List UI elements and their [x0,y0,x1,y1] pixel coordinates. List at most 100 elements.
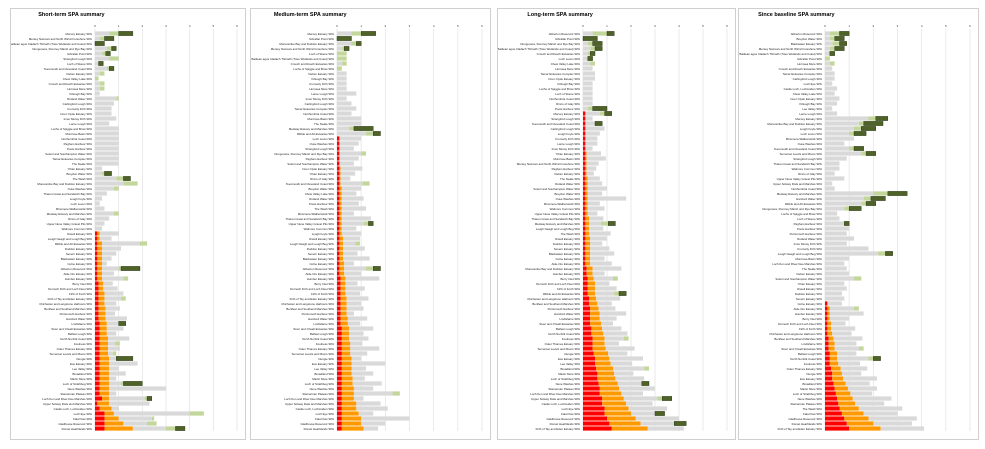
bar-segment-dark-green [673,421,687,426]
bar-segment-grey [95,121,110,126]
bar-segment-light-green [392,391,400,396]
bar-segment-orange [99,366,110,371]
row-label: Nene Washes SPA [310,387,334,391]
row-label: Severn Estuary SPA [66,252,92,256]
row-label: Loch Eye SPA [316,412,334,416]
row-label: Lough Neagh and Lough Beg SPA [48,237,92,241]
bar-segment-light-green [351,31,362,36]
bar-segment-dark-green [356,41,362,46]
bar-segment-grey [109,381,122,386]
bar-segment-light-green [590,61,595,66]
bar-segment-grey [586,166,597,171]
bar-segment-grey [103,286,118,291]
bar-segment-red [583,351,594,356]
bar-segment-grey [337,76,347,81]
bar-segment-grey [834,341,857,346]
bar-segment-grey [825,146,850,151]
row-label: Loch Leven SPA [71,202,92,206]
bar-segment-light-green [829,46,835,51]
bar-segment-red [583,116,586,121]
bar-segment-red [583,311,591,316]
bar-segment-light-green [349,126,354,131]
bar-segment-orange [596,366,613,371]
row-label: Deben Estuary SPA [67,72,93,76]
bar-segment-grey [825,271,850,276]
bar-segment-red [337,336,342,341]
bar-segment-grey [339,161,354,166]
row-label: Tamar Estuaries Complex SPA [295,107,335,111]
bar-segment-orange [827,326,832,331]
bar-segment-grey [825,111,838,116]
bar-segment-light-green [614,291,619,296]
bar-segment-grey [343,241,356,246]
bar-segment-dark-green [592,106,608,111]
bar-segment-red [337,136,340,141]
bar-segment-red [825,366,832,371]
bar-segment-grey [102,276,124,281]
row-label: Upper Nene Valley Gravel Pits SPA [777,177,822,181]
bar-segment-grey [825,231,847,236]
bar-segment-grey [103,281,113,286]
bar-segment-red [95,281,99,286]
bar-segment-orange [341,336,350,341]
bar-segment-grey [586,151,601,156]
row-label: Lough Neagh and Lough Beg SPA [536,227,580,231]
bar-segment-red [583,371,598,376]
x-tick-label: 3 [654,24,656,28]
row-label: Loch Leven SPA [801,132,822,136]
bar-segment-orange [341,401,357,406]
bar-segment-red [337,151,340,156]
row-label: Inner Moray Firth SPA [794,242,822,246]
row-label: Pagham Harbour SPA [552,167,580,171]
bar-segment-orange [828,341,835,346]
bar-segment-red [583,196,586,201]
bar-segment-red [583,391,600,396]
bar-segment-red [337,216,340,221]
bar-segment-orange [341,326,350,331]
row-label: Cromarty Firth SPA [555,137,580,141]
row-label: The Swale SPA [802,267,822,271]
bar-segment-orange [841,411,864,416]
bar-segment-dark-green [594,46,603,51]
row-label: Rinns of Islay SPA [556,102,580,106]
row-label: Loch of Skene SPA [309,52,334,56]
bar-segment-grey [95,71,100,76]
bar-segment-grey [361,421,386,426]
bar-segment-orange [339,256,344,261]
bar-segment-orange [99,376,110,381]
x-tick-label: 2 [141,24,143,28]
bar-segment-grey [349,326,374,331]
bar-segment-orange [98,306,106,311]
bar-segment-orange [341,361,352,366]
row-label: Somerset Levels and Moors SPA [50,352,92,356]
bar-segment-grey [343,246,365,251]
row-label: Belfast Lough SPA [68,332,92,336]
bar-segment-grey [339,151,362,156]
row-label: Inner Clyde Estuary SPA [60,112,92,116]
bar-segment-orange [98,311,106,316]
bar-segment-grey [95,116,117,121]
row-label: Ribble and Alt Estuaries SPA [55,242,92,246]
bar-segment-grey [628,406,667,411]
bar-segment-grey [601,321,613,326]
row-label: Ouse Washes SPA [68,187,92,191]
bar-segment-red [583,231,586,236]
bar-segment-orange [339,261,345,266]
bar-segment-grey [95,151,119,156]
bar-segment-orange [339,231,342,236]
row-label: Fala Flow SPA [561,412,580,416]
bar-segment-grey [589,221,601,226]
bar-segment-grey [850,391,873,396]
bar-segment-orange [339,251,344,256]
row-label: Alde-Ore Estuary SPA [793,307,822,311]
bar-segment-orange [97,266,103,271]
row-label: Medway Estuary and Marshes SPA [777,192,822,196]
row-label: Hornsea Mere SPA [67,87,92,91]
bar-segment-grey [361,416,410,421]
bar-segment-orange [97,276,103,281]
row-label: Severn Estuary SPA [308,252,334,256]
bar-segment-orange [341,346,351,351]
bar-segment-orange [341,381,353,386]
bar-segment-red [337,171,340,176]
